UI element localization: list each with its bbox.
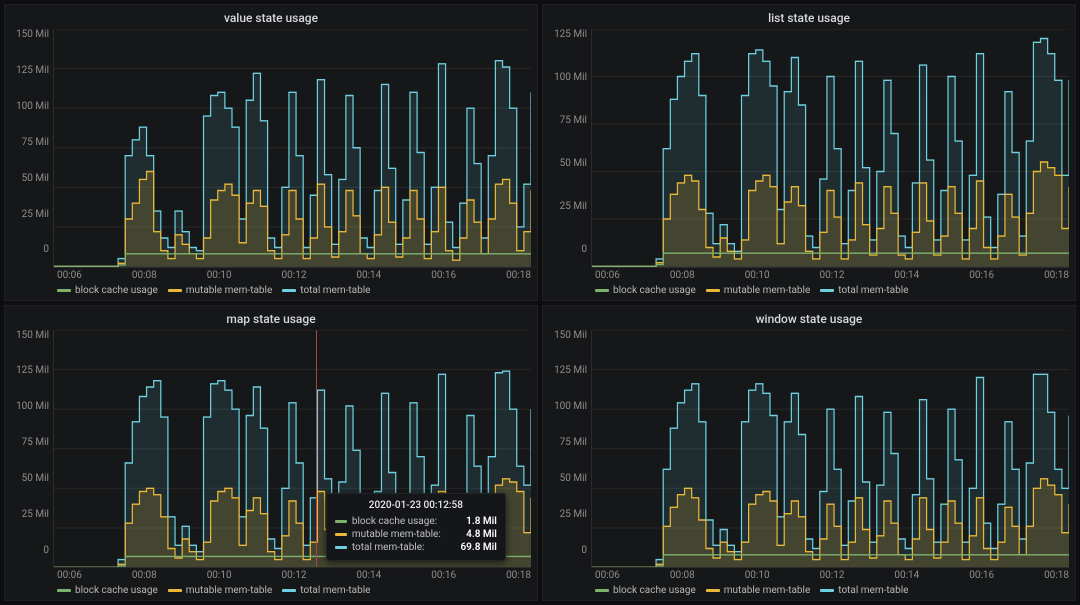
legend-label: mutable mem-table [186, 585, 273, 596]
tooltip-time: 2020-01-23 00:12:58 [335, 500, 497, 511]
legend-item-mutable_mem[interactable]: mutable mem-table [706, 285, 811, 296]
chart-area[interactable]: 125 Mil100 Mil75 Mil50 Mil25 Mil0 [549, 29, 1069, 268]
legend-swatch [595, 289, 609, 292]
legend-label: total mem-table [838, 285, 908, 296]
legend-label: block cache usage [613, 285, 696, 296]
legend-swatch [820, 589, 834, 592]
legend-swatch [282, 289, 296, 292]
legend-item-total_mem[interactable]: total mem-table [282, 285, 370, 296]
panel-list[interactable]: list state usage125 Mil100 Mil75 Mil50 M… [542, 4, 1076, 301]
y-axis: 125 Mil100 Mil75 Mil50 Mil25 Mil0 [549, 29, 591, 268]
legend-item-total_mem[interactable]: total mem-table [282, 585, 370, 596]
legend-label: mutable mem-table [724, 285, 811, 296]
legend-item-block_cache[interactable]: block cache usage [57, 285, 158, 296]
x-axis: 00:0600:0800:1000:1200:1400:1600:18 [549, 568, 1069, 581]
legend-swatch [57, 289, 71, 292]
legend-item-total_mem[interactable]: total mem-table [820, 585, 908, 596]
legend-item-total_mem[interactable]: total mem-table [820, 285, 908, 296]
legend-item-mutable_mem[interactable]: mutable mem-table [168, 285, 273, 296]
y-axis: 150 Mil125 Mil100 Mil75 Mil50 Mil25 Mil0 [11, 330, 53, 569]
legend-item-block_cache[interactable]: block cache usage [595, 285, 696, 296]
legend-label: mutable mem-table [724, 585, 811, 596]
plot[interactable] [591, 29, 1069, 268]
legend-swatch [168, 589, 182, 592]
legend-label: block cache usage [613, 585, 696, 596]
y-axis: 150 Mil125 Mil100 Mil75 Mil50 Mil25 Mil0 [11, 29, 53, 268]
legend-swatch [595, 589, 609, 592]
hover-tooltip: 2020-01-23 00:12:58 block cache usage:1.8… [326, 493, 506, 561]
legend: block cache usage mutable mem-table total … [549, 281, 1069, 298]
legend-item-mutable_mem[interactable]: mutable mem-table [168, 585, 273, 596]
tooltip-row: mutable mem-table:4.8 Mil [335, 528, 497, 541]
chart-area[interactable]: 150 Mil125 Mil100 Mil75 Mil50 Mil25 Mil0 [549, 330, 1069, 569]
panel-map[interactable]: map state usage150 Mil125 Mil100 Mil75 M… [4, 305, 538, 602]
dashboard-grid: value state usage150 Mil125 Mil100 Mil75… [4, 4, 1076, 601]
panel-window[interactable]: window state usage150 Mil125 Mil100 Mil7… [542, 305, 1076, 602]
panel-title: list state usage [549, 9, 1069, 29]
legend-label: mutable mem-table [186, 285, 273, 296]
chart-area[interactable]: 150 Mil125 Mil100 Mil75 Mil50 Mil25 Mil0… [11, 330, 531, 569]
legend: block cache usage mutable mem-table total … [549, 581, 1069, 598]
panel-value[interactable]: value state usage150 Mil125 Mil100 Mil75… [4, 4, 538, 301]
chart-area[interactable]: 150 Mil125 Mil100 Mil75 Mil50 Mil25 Mil0 [11, 29, 531, 268]
plot[interactable] [591, 330, 1069, 569]
legend-swatch [706, 289, 720, 292]
x-axis: 00:0600:0800:1000:1200:1400:1600:18 [549, 268, 1069, 281]
legend-label: block cache usage [75, 285, 158, 296]
legend-swatch [57, 589, 71, 592]
legend-item-mutable_mem[interactable]: mutable mem-table [706, 585, 811, 596]
panel-title: window state usage [549, 310, 1069, 330]
legend-item-block_cache[interactable]: block cache usage [595, 585, 696, 596]
legend-swatch [706, 589, 720, 592]
legend-swatch [168, 289, 182, 292]
y-axis: 150 Mil125 Mil100 Mil75 Mil50 Mil25 Mil0 [549, 330, 591, 569]
legend: block cache usage mutable mem-table total … [11, 281, 531, 298]
legend-label: total mem-table [300, 585, 370, 596]
x-axis: 00:0600:0800:1000:1200:1400:1600:18 [11, 268, 531, 281]
legend-swatch [820, 289, 834, 292]
x-axis: 00:0600:0800:1000:1200:1400:1600:18 [11, 568, 531, 581]
panel-title: value state usage [11, 9, 531, 29]
crosshair [316, 330, 317, 568]
legend-item-block_cache[interactable]: block cache usage [57, 585, 158, 596]
legend: block cache usage mutable mem-table total … [11, 581, 531, 598]
plot[interactable] [53, 29, 531, 268]
tooltip-row: total mem-table:69.8 Mil [335, 541, 497, 554]
panel-title: map state usage [11, 310, 531, 330]
legend-label: total mem-table [300, 285, 370, 296]
plot[interactable]: 2020-01-23 00:12:58 block cache usage:1.8… [53, 330, 531, 569]
tooltip-row: block cache usage:1.8 Mil [335, 515, 497, 528]
legend-label: total mem-table [838, 585, 908, 596]
legend-swatch [282, 589, 296, 592]
legend-label: block cache usage [75, 585, 158, 596]
